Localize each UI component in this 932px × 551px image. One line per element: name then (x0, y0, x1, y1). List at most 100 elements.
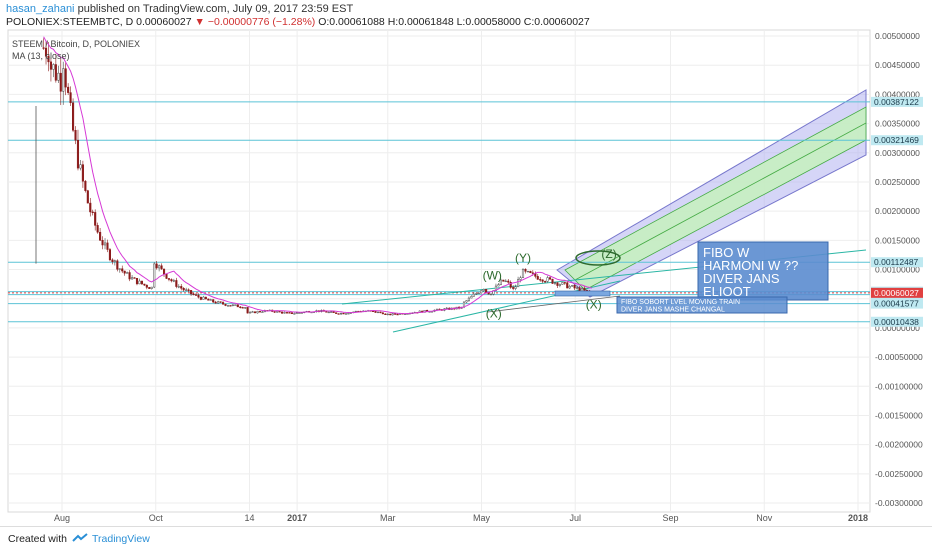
candle-body (234, 304, 237, 306)
symbol-name: POLONIEX:STEEMBTC, D (6, 16, 134, 28)
candle-body (44, 47, 48, 57)
candle-body (74, 130, 77, 141)
wave-label: (X) (486, 306, 502, 320)
candle-body (553, 282, 557, 284)
level-label-bg (871, 316, 923, 327)
candle-body (180, 286, 183, 289)
candle-body (190, 290, 193, 295)
candle-body (389, 313, 392, 316)
candle-body (94, 212, 97, 226)
candle-body (229, 305, 232, 307)
candle-body (514, 286, 517, 289)
y-tick-label: 0.00300000 (875, 148, 920, 158)
candle-body (327, 311, 330, 314)
candle-body (519, 277, 522, 280)
candle-body (150, 286, 153, 289)
candle-body (517, 279, 520, 288)
candle-body (202, 296, 205, 300)
candle-body (57, 72, 60, 81)
candle-body (391, 313, 394, 316)
candle-body (145, 284, 148, 288)
level-label-bg (871, 298, 923, 309)
candle-body (165, 273, 168, 279)
note-big-line: DIVER JANS (703, 271, 780, 286)
candle-body (381, 312, 384, 315)
candle-body (497, 284, 500, 287)
note-big-line: ELIOOT (703, 284, 751, 299)
tradingview-logo-icon (72, 533, 88, 542)
note-box-small (616, 296, 788, 314)
candle-body (47, 56, 50, 63)
candle-body (573, 285, 576, 289)
legend-symbol: STEEM / Bitcoin, D, POLONIEX (12, 39, 141, 49)
candle-body (197, 294, 200, 298)
z-highlight-ellipse (575, 250, 621, 266)
candle-body (489, 293, 493, 296)
candle-body (340, 312, 343, 315)
author-link[interactable]: hasan_zahani (6, 3, 75, 15)
last-price: 0.00060027 (136, 16, 192, 28)
candle-body (155, 263, 158, 269)
candle-body (204, 296, 207, 300)
candle-body (236, 304, 239, 308)
candle-body (249, 311, 252, 314)
candle-body (103, 242, 107, 246)
candle-body (138, 280, 141, 285)
chart-legend: STEEM / Bitcoin, D, POLONIEX MA (13, clo… (12, 38, 140, 62)
candle-body (281, 311, 284, 314)
candle-body (182, 288, 185, 291)
wave-label: (W) (483, 268, 502, 282)
candle-body (131, 277, 134, 280)
candle-body (344, 313, 348, 315)
price-label: 0.00060027 (874, 288, 919, 298)
x-tick-label: 2017 (287, 513, 307, 523)
candle-body (177, 286, 180, 288)
candle-body (337, 313, 340, 315)
candle-body (81, 164, 84, 182)
candle-body (123, 270, 126, 274)
price-chart[interactable]: 0.00500000 0.00450000 0.00400000 0.00350000… (0, 0, 932, 526)
candle-body (583, 288, 586, 291)
candle-body (396, 313, 399, 316)
candle-body (158, 265, 161, 269)
candle-body (465, 300, 468, 303)
price-change: −0.00000776 (−1.28%) (207, 16, 316, 28)
candle-body (212, 299, 215, 303)
x-tick-label: Jul (569, 513, 581, 523)
tradingview-brand-link[interactable]: TradingView (92, 533, 150, 545)
y-tick-label: 0.00100000 (875, 265, 920, 275)
candle-body (67, 86, 70, 93)
level-label: 0.00321469 (874, 135, 919, 145)
y-tick-label: 0.00400000 (875, 89, 920, 99)
note-box-big (697, 241, 829, 301)
candle-body (335, 312, 338, 314)
candle-body (253, 311, 257, 314)
candle-body (536, 276, 539, 280)
candle-body (551, 278, 554, 284)
candle-body (561, 282, 564, 285)
level-label: 0.00041577 (874, 299, 919, 309)
candle-body (96, 225, 99, 233)
candle-body (298, 312, 301, 314)
x-tick-label: Oct (149, 513, 164, 523)
note-small-line: DIVER JANS MASHE CHANGAL (621, 307, 725, 314)
created-with-label: Created with (8, 533, 67, 545)
candle-body (386, 313, 389, 316)
candle-body (276, 311, 279, 313)
candle-body (576, 287, 579, 289)
y-tick-label: 0.00500000 (875, 31, 920, 41)
candle-body (467, 297, 470, 301)
candle-body (99, 231, 102, 241)
candle-body (199, 296, 202, 300)
candle-body (113, 260, 116, 262)
candle-body (72, 102, 75, 131)
y-tick-label: 0.00200000 (875, 206, 920, 216)
y-tick-label: -0.00150000 (875, 410, 923, 420)
candle-body (485, 289, 488, 293)
ohlc-open: O:0.00061088 (318, 16, 385, 28)
candle-body (59, 72, 62, 92)
candle-body (86, 190, 89, 204)
candle-body (49, 61, 52, 70)
candle-body (529, 270, 532, 273)
x-tick-label: Sep (663, 513, 679, 523)
